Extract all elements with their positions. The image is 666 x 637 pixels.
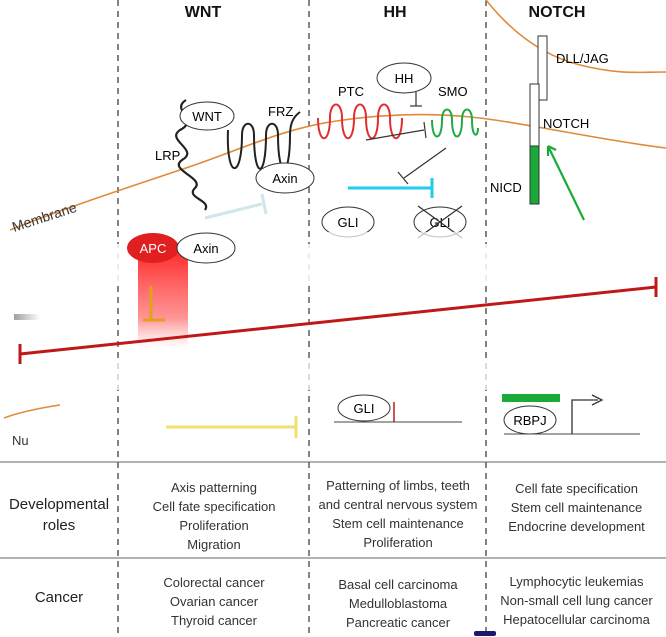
smo-receptor bbox=[431, 108, 479, 138]
developmental-notch-item: Stem cell maintenance bbox=[510, 500, 643, 515]
nicd-nuclear bbox=[502, 394, 560, 402]
big-red-bar bbox=[19, 285, 657, 356]
row-label-cancer-line: Cancer bbox=[34, 589, 84, 606]
membrane-label: Membrane bbox=[10, 199, 79, 235]
frz-label: FRZ bbox=[268, 104, 293, 119]
developmental-hh: Patterning of limbs, teeth and central n… bbox=[310, 476, 486, 552]
notch-receptor bbox=[529, 83, 540, 147]
axin-top-label: Axin bbox=[272, 171, 297, 186]
cancer-notch-item: Lymphocytic leukemias bbox=[509, 574, 644, 589]
cancer-wnt: Colorectal cancer Ovarian cancer Thyroid… bbox=[119, 573, 309, 630]
smo-label: SMO bbox=[438, 84, 468, 99]
grey-smudge bbox=[14, 314, 40, 320]
gli-nucleus bbox=[337, 394, 391, 422]
cancer-notch-item: Hepatocellular carcinoma bbox=[503, 612, 650, 627]
transcription-arrow-head bbox=[591, 394, 604, 406]
rbpj-label: RBPJ bbox=[513, 413, 546, 428]
ptc-smo-inhibit bbox=[365, 129, 425, 141]
axin-bottom bbox=[176, 232, 236, 264]
cancer-wnt-item: Thyroid cancer bbox=[171, 613, 257, 628]
wnt-ligand bbox=[179, 101, 235, 131]
smo-down-inhibit-bar bbox=[397, 171, 409, 185]
developmental-hh-item: and central nervous system bbox=[318, 497, 478, 512]
row-label-developmental: Developmental roles bbox=[0, 494, 118, 536]
cancer-wnt-item: Colorectal cancer bbox=[163, 575, 265, 590]
dll-jag-label: DLL/JAG bbox=[556, 51, 609, 66]
notch-cell-membrane bbox=[485, 0, 666, 74]
frz-receptor bbox=[226, 111, 301, 170]
gli-fade bbox=[320, 232, 480, 272]
header-hh: HH bbox=[383, 4, 407, 21]
nucleus-membrane bbox=[3, 404, 61, 419]
developmental-notch-item: Endocrine development bbox=[508, 519, 645, 534]
hh-ligand-label: HH bbox=[395, 71, 414, 86]
nucleus-label: Nu bbox=[12, 433, 29, 448]
smo-down-inhibit bbox=[403, 147, 447, 179]
developmental-notch: Cell fate specification Stem cell mainte… bbox=[487, 479, 666, 536]
developmental-notch-item: Cell fate specification bbox=[515, 481, 638, 496]
dll-jag-ligand bbox=[537, 35, 548, 101]
wnt-inhibit-line bbox=[204, 202, 263, 220]
apc-blob bbox=[127, 233, 179, 263]
cancer-hh: Basal cell carcinoma Medulloblastoma Pan… bbox=[310, 575, 486, 632]
gli-nucleus-label: GLI bbox=[354, 401, 375, 416]
row-label-developmental-line-1: Developmental bbox=[8, 496, 110, 513]
axin-bottom-label: Axin bbox=[193, 241, 218, 256]
bottom-mark bbox=[474, 631, 496, 636]
row-label-cancer: Cancer bbox=[0, 587, 118, 608]
faded-band-2 bbox=[0, 360, 666, 390]
cancer-hh-item: Pancreatic cancer bbox=[345, 615, 451, 630]
developmental-hh-item: Proliferation bbox=[363, 535, 433, 550]
developmental-wnt-item: Cell fate specification bbox=[152, 499, 276, 514]
header-notch: NOTCH bbox=[528, 4, 586, 21]
developmental-wnt-item: Axis patterning bbox=[171, 480, 257, 495]
wnt-inhibit-bar bbox=[260, 193, 268, 215]
apc-label: APC bbox=[140, 241, 167, 256]
developmental-hh-item: Patterning of limbs, teeth bbox=[326, 478, 470, 493]
cancer-notch-item: Non-small cell lung cancer bbox=[500, 593, 653, 608]
nicd-cleavage-arrow bbox=[547, 145, 585, 221]
axin-top bbox=[255, 162, 315, 194]
developmental-wnt-item: Proliferation bbox=[179, 518, 249, 533]
cancer-hh-item: Medulloblastoma bbox=[348, 596, 448, 611]
cancer-notch: Lymphocytic leukemias Non-small cell lun… bbox=[487, 572, 666, 629]
transcription-arrow bbox=[571, 399, 598, 434]
ptc-receptor bbox=[317, 103, 403, 139]
nicd-cleavage-head-1 bbox=[547, 145, 557, 151]
developmental-wnt-item: Migration bbox=[187, 537, 241, 552]
lrp-label: LRP bbox=[155, 148, 180, 163]
gli-active-label: GLI bbox=[338, 215, 359, 230]
developmental-wnt: Axis patterning Cell fate specification … bbox=[119, 478, 309, 554]
header-wnt: WNT bbox=[184, 4, 222, 21]
nicd-label: NICD bbox=[490, 180, 522, 195]
ptc-smo-inhibit-bar bbox=[423, 121, 427, 139]
nicd-domain bbox=[529, 145, 540, 205]
notch-label: NOTCH bbox=[543, 116, 589, 131]
cancer-hh-item: Basal cell carcinoma bbox=[338, 577, 458, 592]
apc-trail bbox=[138, 248, 188, 348]
row-label-developmental-line-2: roles bbox=[42, 517, 76, 534]
wnt-ligand-label: WNT bbox=[192, 109, 222, 124]
hh-ligand bbox=[376, 62, 432, 94]
cancer-wnt-item: Ovarian cancer bbox=[169, 594, 259, 609]
developmental-hh-item: Stem cell maintenance bbox=[332, 516, 464, 531]
ptc-label: PTC bbox=[338, 84, 364, 99]
